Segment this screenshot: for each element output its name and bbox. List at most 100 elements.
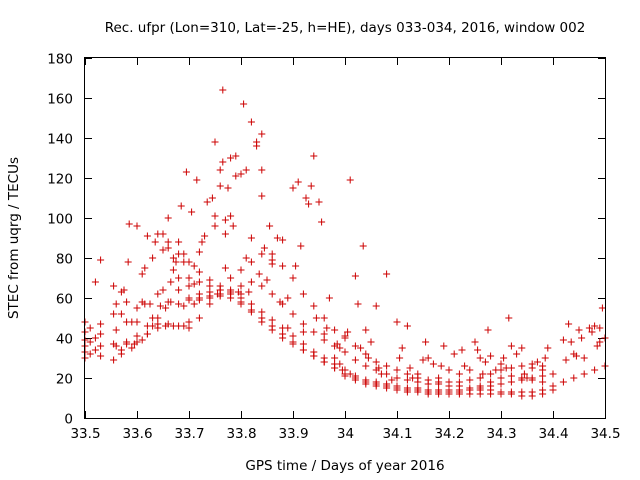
data-point [437,362,445,370]
data-point [331,364,339,372]
data-point [224,184,232,192]
data-point [201,232,209,240]
y-tick-label: 0 [64,412,73,428]
data-point [154,320,162,328]
data-point [175,274,183,282]
data-point [279,334,287,342]
data-point [403,376,411,384]
data-points [81,86,609,400]
data-point [198,238,206,246]
data-point [354,300,362,308]
data-point [258,308,266,316]
data-point [211,212,219,220]
x-tick-label: 34.5 [590,426,620,442]
data-point [133,304,141,312]
data-point [154,314,162,322]
data-point [424,390,432,398]
data-point [505,314,513,322]
data-point [279,236,287,244]
data-point [513,350,521,358]
data-point [393,374,401,382]
y-tick-label: 20 [56,372,73,388]
data-point [596,324,604,332]
data-point [484,326,492,334]
data-point [403,388,411,396]
data-point [190,300,198,308]
data-point [533,358,541,366]
data-point [208,194,216,202]
data-point [315,198,323,206]
data-point [164,214,172,222]
data-point [97,342,105,350]
data-point [86,350,94,358]
data-point [299,290,307,298]
data-point [195,268,203,276]
data-point [528,364,536,372]
data-point [549,386,557,394]
data-point [403,370,411,378]
data-point [253,142,261,150]
data-point [91,334,99,342]
data-point [156,302,164,310]
data-point [232,172,240,180]
data-point [445,366,453,374]
data-point [211,222,219,230]
data-point [195,278,203,286]
data-point [580,354,588,362]
data-point [549,370,557,378]
data-point [247,258,255,266]
data-point [164,244,172,252]
data-point [325,294,333,302]
data-point [372,358,380,366]
data-point [414,374,422,382]
data-point [445,378,453,386]
y-tick-label: 160 [47,92,73,108]
data-point [273,234,281,242]
data-point [344,328,352,336]
data-point [476,374,484,382]
x-tick-label: 33.7 [174,426,204,442]
data-point [247,234,255,242]
data-point [383,270,391,278]
data-point [172,258,180,266]
data-point [138,270,146,278]
data-point [310,328,318,336]
data-point [195,248,203,256]
y-tick-label: 180 [47,52,73,68]
data-point [182,168,190,176]
data-point [487,390,495,398]
y-tick-label: 140 [47,132,73,148]
data-point [185,318,193,326]
data-point [559,336,567,344]
data-point [518,362,526,370]
data-point [167,278,175,286]
data-point [289,340,297,348]
x-tick-label: 33.6 [122,426,152,442]
data-point [507,372,515,380]
x-tick-label: 33.5 [70,426,100,442]
data-point [188,208,196,216]
data-point [372,382,380,390]
data-point [362,326,370,334]
data-point [500,354,508,362]
data-point [383,384,391,392]
data-point [507,390,515,398]
data-point [268,326,276,334]
x-tick-label: 34 [337,426,354,442]
data-point [237,282,245,290]
data-point [346,176,354,184]
data-point [518,374,526,382]
data-point [422,338,430,346]
data-point [237,170,245,178]
data-point [406,364,414,372]
data-point [216,292,224,300]
data-point [487,370,495,378]
data-point [320,330,328,338]
data-point [362,362,370,370]
data-point [591,366,599,374]
data-point [255,270,263,278]
data-point [91,278,99,286]
data-point [159,246,167,254]
data-point [133,338,141,346]
data-point [455,370,463,378]
